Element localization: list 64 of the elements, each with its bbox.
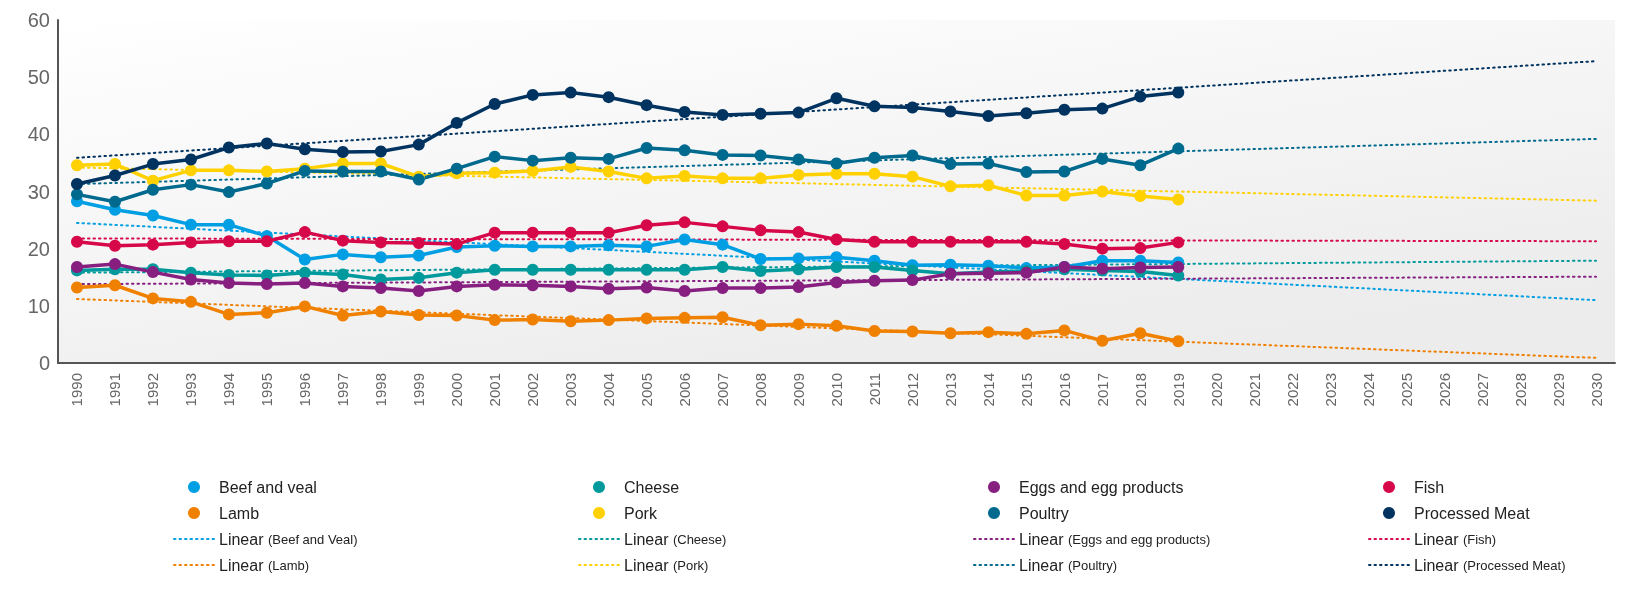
x-tick-label: 2007 [714, 373, 732, 407]
legend-label: Lamb [219, 504, 260, 522]
x-tick-label: 2028 [1511, 373, 1529, 407]
y-tick-label: 20 [27, 237, 50, 260]
legend-label: Poultry [1019, 504, 1069, 522]
x-tick-label: 2021 [1245, 373, 1263, 407]
x-tick-label: 2001 [486, 373, 504, 407]
x-tick-label: 2029 [1549, 373, 1567, 407]
x-tick-label: 1998 [372, 373, 390, 407]
legend-label: Eggs and egg products [1019, 478, 1184, 496]
x-tick-label: 2020 [1207, 373, 1225, 407]
x-tick-label: 1991 [106, 373, 124, 407]
x-tick-label: 2004 [600, 373, 618, 407]
x-tick-label: 2010 [828, 373, 845, 407]
x-tick-label: 2018 [1131, 373, 1149, 407]
legend-label: Linear (Poultry) [1019, 556, 1118, 574]
x-tick-label: 2000 [448, 373, 466, 407]
x-tick-label: 2014 [979, 373, 997, 407]
x-tick-label: 2006 [676, 373, 694, 407]
x-tick-label: 2009 [790, 373, 808, 407]
legend-label: Processed Meat [1414, 504, 1531, 522]
legend-label: Linear (Processed Meat) [1414, 556, 1566, 574]
legend-label: Linear (Pork) [624, 556, 709, 574]
x-tick-label: 1996 [296, 373, 314, 407]
legend-label: Fish [1414, 478, 1445, 496]
x-tick-label: 1990 [68, 373, 86, 407]
legend-label: Linear (Cheese) [624, 530, 727, 548]
x-tick-label: 2023 [1321, 373, 1339, 407]
y-tick-label: 30 [27, 180, 50, 203]
x-tick-label: 2012 [903, 373, 921, 407]
y-tick-label: 40 [27, 123, 50, 146]
x-tick-label: 2011 [865, 373, 883, 406]
x-tick-label: 1995 [258, 373, 276, 407]
x-tick-label: 2019 [1169, 373, 1187, 407]
x-tick-label: 2013 [941, 373, 959, 407]
x-tick-label: 2005 [638, 373, 656, 407]
x-tick-label: 2008 [752, 373, 770, 407]
legend-label: Linear (Fish) [1414, 530, 1497, 548]
x-tick-label: 2024 [1359, 373, 1377, 407]
x-tick-label: 2030 [1587, 373, 1605, 407]
x-tick-label: 2025 [1397, 373, 1415, 407]
x-tick-label: 2017 [1093, 373, 1111, 407]
y-tick-label: 50 [27, 66, 50, 89]
x-tick-label: 2026 [1435, 373, 1453, 407]
y-tick-label: 0 [38, 352, 50, 374]
x-tick-label: 1992 [144, 373, 162, 407]
legend-label: Linear (Eggs and egg products) [1019, 530, 1211, 548]
x-tick-label: 2003 [562, 373, 580, 407]
legend-label: Linear (Lamb) [219, 556, 310, 574]
x-tick-label: 1999 [410, 373, 428, 407]
x-tick-label: 2027 [1473, 373, 1491, 407]
y-tick-label: 10 [27, 294, 50, 317]
x-tick-label: 2022 [1283, 373, 1301, 407]
x-tick-label: 2016 [1055, 373, 1073, 407]
x-tick-label: 1993 [182, 373, 200, 407]
y-tick-label: 60 [27, 9, 50, 31]
legend-label: Beef and veal [219, 478, 317, 496]
x-tick-label: 2002 [524, 373, 542, 407]
x-tick-label: 1997 [334, 373, 352, 407]
legend-label: Pork [624, 504, 658, 522]
x-tick-label: 2015 [1017, 373, 1035, 407]
legend-label: Cheese [624, 478, 680, 496]
legend-label: Linear (Beef and Veal) [219, 530, 358, 548]
x-tick-label: 1994 [220, 373, 238, 407]
